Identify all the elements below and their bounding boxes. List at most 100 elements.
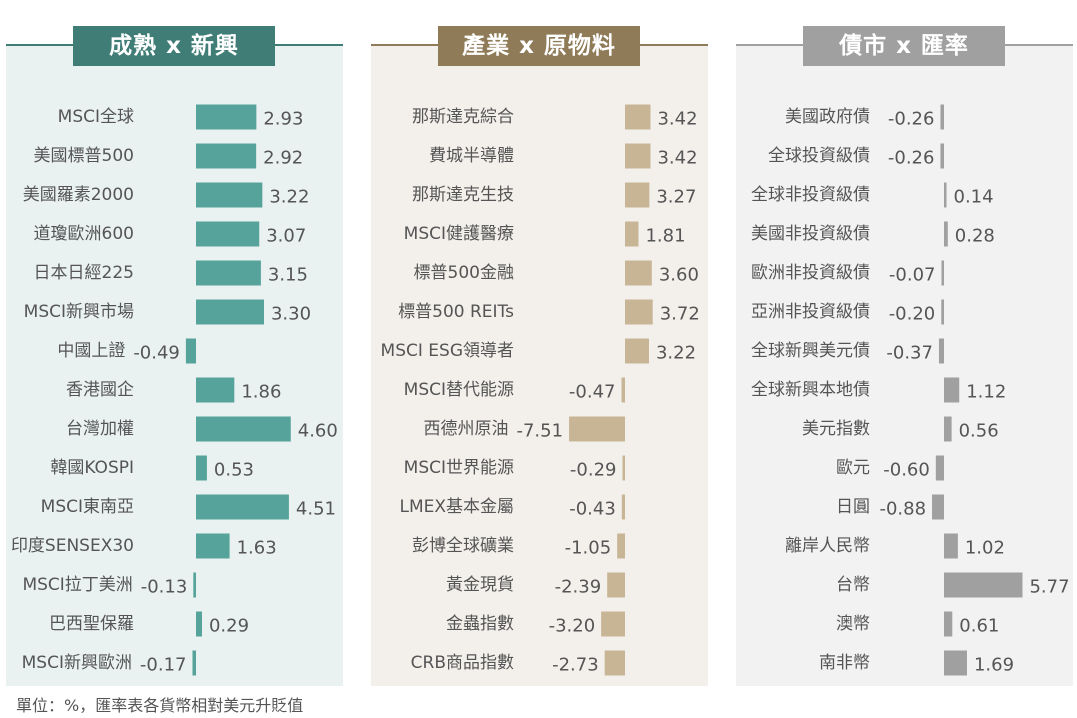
value-label: 0.14 xyxy=(954,187,994,208)
value-label: 1.81 xyxy=(645,226,685,247)
bar xyxy=(944,182,947,208)
value-label: 3.72 xyxy=(660,304,700,325)
value-label: -0.13 xyxy=(141,577,188,598)
bar xyxy=(196,299,264,325)
category-label: LMEX基本金屬 xyxy=(399,497,514,517)
category-label: MSCI替代能源 xyxy=(404,380,514,400)
panel-background xyxy=(6,44,343,686)
bar xyxy=(193,572,196,598)
category-label: 歐元 xyxy=(836,458,870,478)
value-label: 1.02 xyxy=(965,538,1005,559)
bar xyxy=(621,494,625,520)
value-label: 4.60 xyxy=(298,421,338,442)
bar xyxy=(944,221,948,247)
bar xyxy=(196,533,230,559)
category-label: 那斯達克生技 xyxy=(412,185,514,205)
value-label: 3.22 xyxy=(269,187,309,208)
value-label: 2.93 xyxy=(263,109,303,130)
bar xyxy=(944,572,1023,598)
value-label: -2.39 xyxy=(555,577,602,598)
bar xyxy=(196,611,202,637)
value-label: 3.07 xyxy=(266,226,306,247)
category-label: MSCI全球 xyxy=(58,107,134,127)
category-label: 印度SENSEX30 xyxy=(11,536,134,556)
category-label: 全球非投資級債 xyxy=(751,185,870,205)
bar xyxy=(625,182,650,208)
bar xyxy=(944,416,952,442)
category-label: 澳幣 xyxy=(836,614,870,634)
category-label: MSCI新興市場 xyxy=(24,302,134,322)
category-label: 台幣 xyxy=(836,575,870,595)
value-label: -0.43 xyxy=(569,499,616,520)
category-label: 道瓊歐洲600 xyxy=(34,224,134,244)
bar xyxy=(569,416,625,442)
value-label: 3.30 xyxy=(271,304,311,325)
bar xyxy=(625,260,652,286)
value-label: 0.61 xyxy=(959,616,999,637)
value-label: -0.26 xyxy=(888,109,935,130)
category-label: MSCI ESG領導者 xyxy=(381,341,514,361)
bar xyxy=(944,611,953,637)
category-label: 美國政府債 xyxy=(785,107,870,127)
panel-background xyxy=(371,44,708,686)
category-label: 韓國KOSPI xyxy=(50,458,134,478)
bar xyxy=(196,416,291,442)
category-label: 美元指數 xyxy=(802,419,870,439)
value-label: 4.51 xyxy=(296,499,336,520)
category-label: 香港國企 xyxy=(66,380,134,400)
value-label: 0.28 xyxy=(955,226,995,247)
category-label: 西德州原油 xyxy=(424,419,509,439)
bar xyxy=(625,104,651,130)
category-label: 標普500金融 xyxy=(414,263,514,283)
panel-bond-fx: 債市 x 匯率 -0.26 美國政府債 -0.26 全球投資級債 0.14 全球非投資級債… xyxy=(736,26,1073,686)
bar-chart-mature-emerging: 2.93 MSCI全球 2.92 美國標普500 3.22 美國羅素2000 3.07 道瓊歐… xyxy=(11,104,338,676)
bar xyxy=(621,377,625,403)
category-label: 費城半導體 xyxy=(429,146,514,166)
bar xyxy=(196,455,207,481)
bar xyxy=(185,338,196,364)
value-label: 3.60 xyxy=(659,265,699,286)
bar xyxy=(940,104,944,130)
bar xyxy=(944,650,967,676)
value-label: -0.26 xyxy=(888,148,935,169)
bar xyxy=(196,377,235,403)
panel-title: 債市 x 匯率 xyxy=(803,26,1005,66)
value-label: -0.60 xyxy=(883,460,930,481)
value-label: -0.20 xyxy=(889,304,936,325)
value-label: -0.07 xyxy=(889,265,936,286)
bar xyxy=(196,260,261,286)
value-label: -0.47 xyxy=(569,382,616,403)
bar xyxy=(196,182,263,208)
value-label: -0.29 xyxy=(570,460,617,481)
category-label: 全球新興本地債 xyxy=(751,380,870,400)
bar xyxy=(617,533,625,559)
value-label: -2.73 xyxy=(552,655,599,676)
bar xyxy=(196,494,289,520)
bar xyxy=(625,221,639,247)
bar xyxy=(938,338,944,364)
bar xyxy=(941,299,944,325)
value-label: -0.88 xyxy=(879,499,926,520)
category-label: 亞洲非投資級債 xyxy=(751,302,870,322)
category-label: 巴西聖保羅 xyxy=(49,614,134,634)
value-label: 1.12 xyxy=(966,382,1006,403)
bar-chart-bond-fx: -0.26 美國政府債 -0.26 全球投資級債 0.14 全球非投資級債 0.28 美國非投… xyxy=(751,104,1070,676)
value-label: -0.49 xyxy=(133,343,180,364)
bar xyxy=(932,494,944,520)
value-label: 0.53 xyxy=(214,460,254,481)
category-label: 歐洲非投資級債 xyxy=(751,263,870,283)
value-label: 0.29 xyxy=(209,616,249,637)
panel-mature-emerging: 成熟 x 新興 2.93 MSCI全球 2.92 美國標普500 3.22 美國羅素200… xyxy=(6,26,343,686)
value-label: -7.51 xyxy=(516,421,563,442)
bar xyxy=(196,221,260,247)
value-label: -3.20 xyxy=(549,616,596,637)
bar xyxy=(625,143,651,169)
bar xyxy=(196,143,257,169)
category-label: 台灣加權 xyxy=(66,419,134,439)
value-label: 1.86 xyxy=(241,382,281,403)
category-label: MSCI新興歐洲 xyxy=(22,653,132,673)
value-label: 5.77 xyxy=(1029,577,1069,598)
bar xyxy=(940,143,944,169)
category-label: 那斯達克綜合 xyxy=(412,107,514,127)
category-label: 美國標普500 xyxy=(34,146,134,166)
